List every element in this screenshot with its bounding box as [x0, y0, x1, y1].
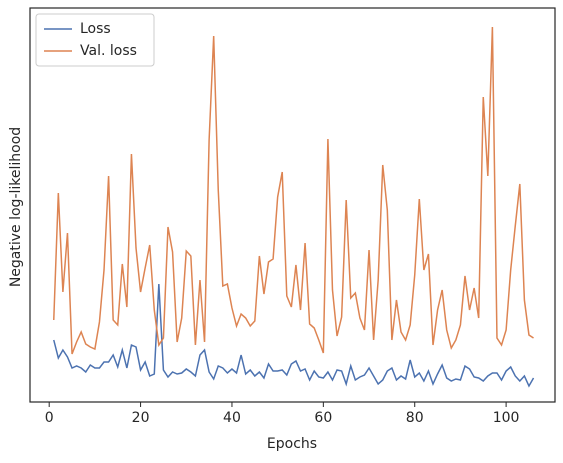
- x-tick-label: 0: [45, 410, 54, 426]
- x-tick-label: 20: [132, 410, 150, 426]
- x-axis-label: Epochs: [267, 436, 317, 452]
- legend-box: [35, 13, 155, 67]
- legend-label: Loss: [80, 21, 111, 37]
- series-line: [53, 26, 534, 355]
- y-axis-label: Negative log-likelihood: [8, 127, 24, 287]
- legend-label: Val. loss: [80, 43, 137, 59]
- series-line: [53, 283, 535, 388]
- x-tick-label: 100: [493, 410, 520, 426]
- x-tick-label: 60: [314, 410, 332, 426]
- plot-frame: [29, 7, 556, 403]
- x-tick-label: 40: [223, 410, 241, 426]
- x-tick-label: 80: [406, 410, 424, 426]
